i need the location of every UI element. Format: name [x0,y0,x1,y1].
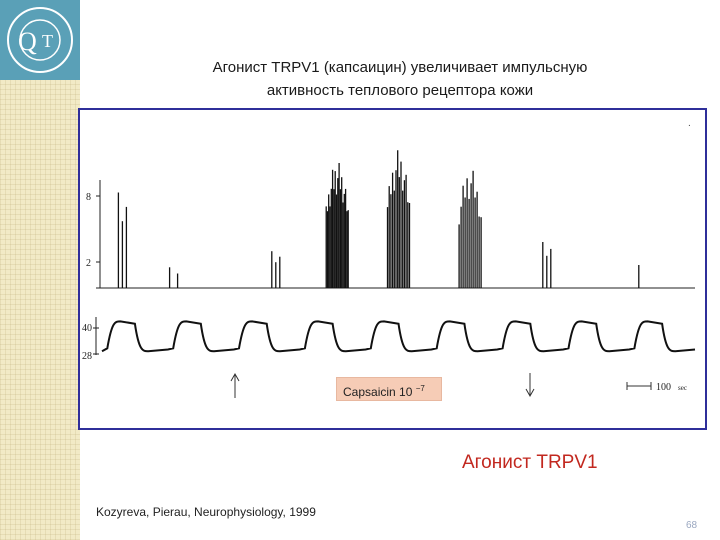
slide-subtitle: Агонист TRPV1 [462,452,598,473]
svg-text:T: T [42,31,53,51]
arrow-up-icon [230,372,240,398]
scale-bar-unit: sec [678,384,687,392]
logo: Q T [0,0,80,80]
recording-plot: 8 2 40 28 . 100 sec [82,118,696,398]
temperature-trace [101,320,696,353]
dot-mark: . [688,118,691,129]
slide-title: Агонист TRPV1 (капсаицин) увеличивает им… [150,56,650,102]
tick-label-28: 28 [82,351,92,362]
svg-text:Q: Q [18,27,37,56]
citation: Kozyreva, Pierau, Neurophysiology, 1999 [96,505,316,519]
capsaicin-exponent: −7 [415,384,425,393]
tick-label-8: 8 [86,192,91,203]
capsaicin-label-text: Capsaicin 10 [343,385,413,399]
logo-emblem-icon: Q T [7,7,73,73]
recording-figure: 8 2 40 28 . 100 sec [78,108,707,430]
tick-label-2: 2 [86,258,91,269]
title-line-1: Агонист TRPV1 (капсаицин) увеличивает им… [212,59,588,76]
decorative-sidebar [0,0,80,540]
time-scale-bar [626,382,652,390]
tick-label-40: 40 [82,323,92,334]
arrow-down-icon [525,373,535,398]
title-line-2: активность теплового рецептора кожи [266,82,534,99]
scale-bar-label: 100 [656,382,671,393]
page-number: 68 [686,520,698,531]
capsaicin-label: Capsaicin 10 −7 [336,377,442,401]
